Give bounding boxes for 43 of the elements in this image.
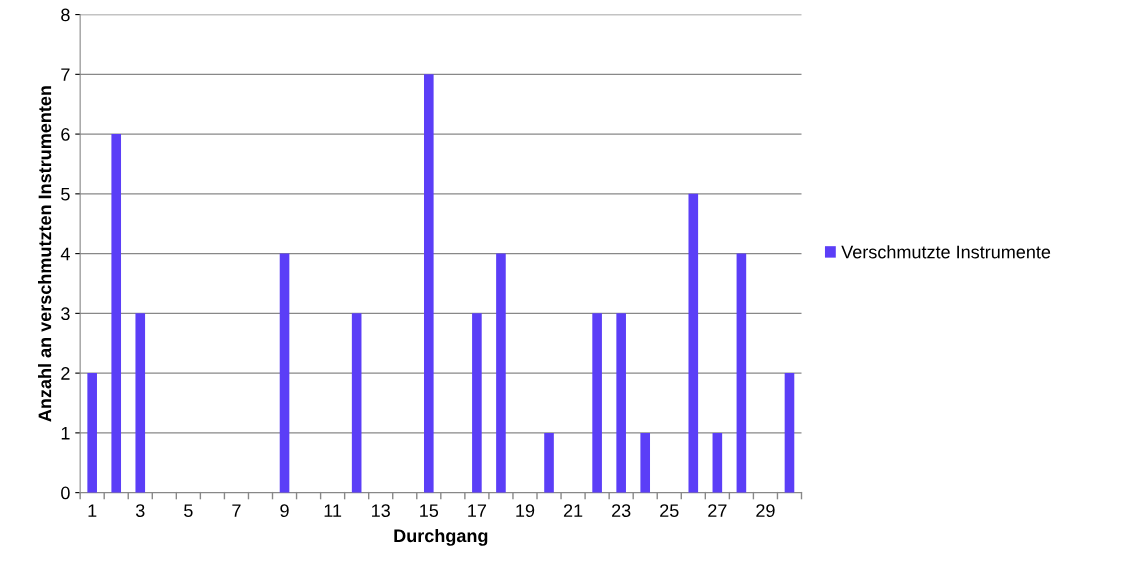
bar: [544, 432, 554, 493]
y-tick-label: 2: [61, 367, 70, 380]
x-tick-label: 13: [372, 504, 390, 518]
bar: [135, 313, 146, 493]
x-tick-label: 17: [468, 504, 487, 517]
bar: [736, 253, 747, 493]
x-tick-label: 23: [612, 504, 631, 518]
y-tick-label: 4: [60, 247, 70, 261]
bar: [640, 432, 651, 493]
bar: [423, 74, 434, 493]
x-tick-label: 19: [516, 504, 535, 518]
legend-label: Verschmutzte Instrumente: [841, 245, 1051, 259]
bar: [616, 313, 626, 493]
bar: [351, 313, 362, 493]
bar: [472, 313, 482, 493]
x-tick-label: 9: [280, 504, 289, 518]
x-tick-label: 7: [232, 504, 241, 517]
x-tick-label: 1: [88, 504, 97, 517]
y-tick-label: 3: [61, 307, 70, 321]
bar: [87, 373, 97, 493]
y-tick-label: 7: [61, 68, 70, 81]
x-tick-label: 29: [756, 504, 775, 518]
bar: [592, 313, 602, 493]
y-tick-label: 8: [61, 8, 70, 22]
x-tick-label: 27: [708, 504, 727, 517]
y-axis-title: Anzahl an verschmutzten Instrumenten: [38, 86, 52, 422]
y-tick-label: 5: [61, 187, 70, 201]
x-tick-label: 5: [184, 504, 193, 518]
bar: [279, 253, 290, 493]
bar: [784, 373, 795, 493]
y-tick-label: 6: [61, 128, 70, 141]
x-tick-label: 11: [324, 504, 342, 517]
bar: [688, 193, 699, 493]
x-tick-label: 25: [660, 504, 679, 518]
bar: [111, 134, 122, 493]
x-tick-label: 3: [135, 504, 145, 518]
bar: [712, 432, 723, 493]
x-tick-label: 15: [420, 504, 439, 518]
x-axis-title: Durchgang: [394, 528, 488, 546]
x-tick-label: 21: [563, 504, 583, 517]
y-tick-label: 0: [61, 486, 70, 500]
y-tick-label: 1: [61, 427, 70, 440]
bar: [496, 253, 506, 493]
